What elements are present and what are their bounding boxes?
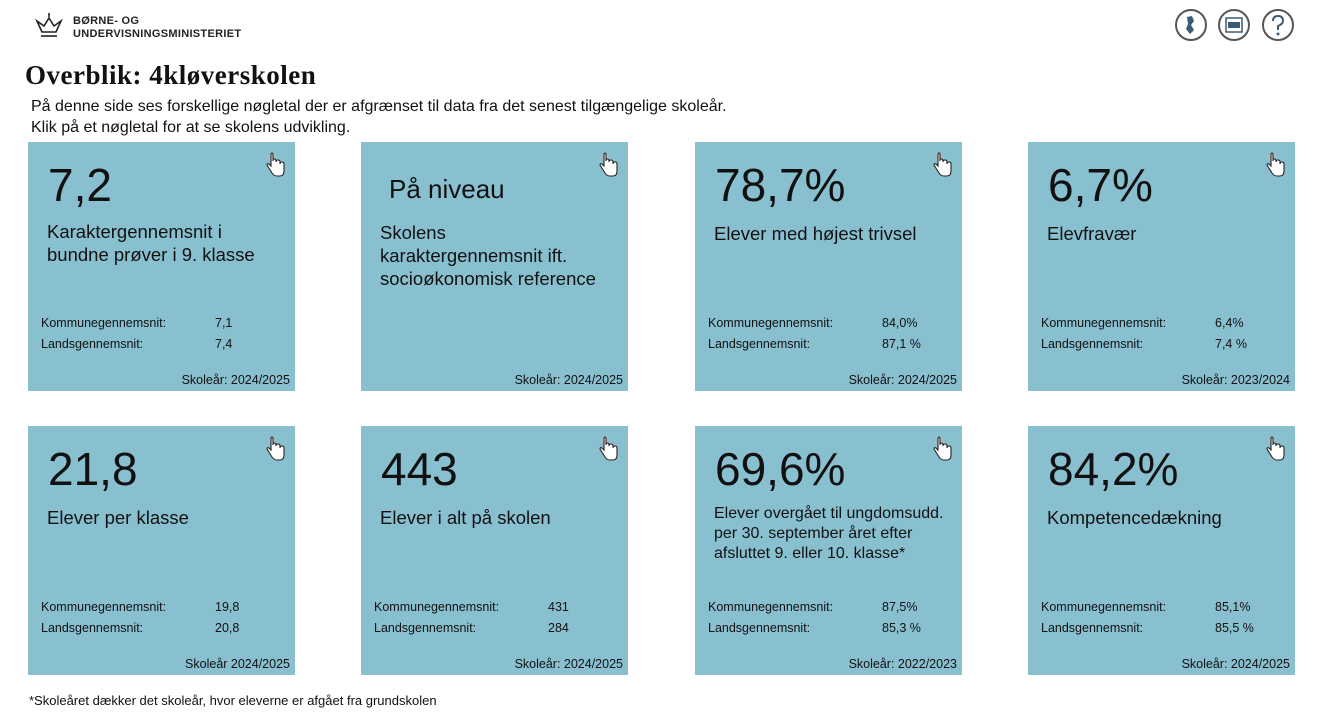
stat-value: 84,0% [882,316,918,330]
stat-label: Landsgennemsnit: [1041,621,1144,635]
stat-value: 6,4% [1215,316,1244,330]
stat-label: Landsgennemsnit: [41,337,144,351]
kpi-label-line: Karaktergennemsnit i [47,221,222,242]
stat-label: Kommunegennemsnit: [41,316,167,330]
kpi-label-line: bundne prøver i 9. klasse [47,244,255,265]
stat-label: Landsgennemsnit: [374,621,477,635]
kpi-label: Kompetencedækning [1047,506,1222,529]
stat-value: 85,1% [1215,600,1251,614]
stat-label: Landsgennemsnit: [41,621,144,635]
click-icon [598,436,620,467]
logo-line: BØRNE- OG [73,15,140,27]
school-year: Skoleår: 2024/2025 [1181,657,1290,671]
kpi-label-line: Kompetencedækning [1047,507,1222,528]
kpi-value: 78,7% [715,159,846,211]
map-button[interactable] [1174,8,1208,42]
logo-line: UNDERVISNINGSMINISTERIET [73,28,242,40]
kpi-value: 7,2 [48,159,112,211]
footnote: *Skoleåret dækker det skoleår, hvor elev… [29,693,437,708]
stat-value: 431 [548,600,569,614]
stat-label: Landsgennemsnit: [1041,337,1144,351]
kpi-card[interactable]: 7,2 Karaktergennemsnit i bundne prøver i 9… [28,142,295,391]
stat-label: Landsgennemsnit: [708,621,811,635]
stat-value: 87,5% [882,600,918,614]
click-icon [265,436,287,467]
kpi-value: 21,8 [48,443,138,495]
school-year: Skoleår 2024/2025 [185,657,290,671]
kpi-card[interactable]: 21,8 Elever per klasse Kommunegennemsnit: 1… [28,426,295,675]
click-icon [598,152,620,183]
help-button[interactable] [1261,8,1295,42]
school-year: Skoleår: 2024/2025 [848,373,957,387]
kpi-label: Elever med højest trivsel [714,222,917,245]
stat-value: 85,3 % [882,621,921,635]
page-title: Overblik: 4kløverskolen [25,60,317,90]
kpi-label: Elever per klasse [47,506,189,529]
click-icon [265,152,287,183]
description-line: Klik på et nøgletal for at se skolens ud… [31,119,351,136]
kpi-card[interactable]: På niveau Skolens karaktergennemsnit ift. s… [361,142,628,391]
school-year: Skoleår: 2024/2025 [514,373,623,387]
kpi-label-line: socioøkonomisk reference [380,268,596,289]
stat-label: Kommunegennemsnit: [1041,316,1167,330]
kpi-card[interactable]: 443 Elever i alt på skolen Kommunegennemsn… [361,426,628,675]
description: På denne side ses forskellige nøgletal d… [31,96,727,138]
stat-label: Kommunegennemsnit: [708,600,834,614]
stat-label: Landsgennemsnit: [708,337,811,351]
stat-label: Kommunegennemsnit: [374,600,500,614]
kpi-card[interactable]: 84,2% Kompetencedækning Kommunegennemsnit:… [1028,426,1295,675]
kpi-label: Elever overgået til ungdomsudd. per 30. s… [714,504,943,564]
kpi-label-line: per 30. september året efter [714,525,913,542]
pdf-button[interactable] [1217,8,1251,42]
kpi-value: 6,7% [1048,159,1153,211]
kpi-label-line: Elever per klasse [47,507,189,528]
stat-value: 85,5 % [1215,621,1254,635]
school-year: Skoleår: 2024/2025 [514,657,623,671]
stat-value: 20,8 [215,621,240,635]
kpi-label: Skolens karaktergennemsnit ift. socioøkono… [380,221,596,290]
kpi-label-line: afsluttet 9. eller 10. klasse* [714,545,906,562]
school-year: Skoleår: 2023/2024 [1181,373,1290,387]
stat-label: Kommunegennemsnit: [41,600,167,614]
description-line: På denne side ses forskellige nøgletal d… [31,98,727,115]
stat-value: 284 [548,621,569,635]
kpi-label-line: Elever med højest trivsel [714,223,917,244]
kpi-label-line: Skolens [380,222,446,243]
school-year: Skoleår: 2022/2023 [848,657,957,671]
kpi-value: 443 [381,443,458,495]
kpi-label-line: Elever overgået til ungdomsudd. [714,505,944,522]
click-icon [932,436,954,467]
kpi-label: Elevfravær [1047,222,1136,245]
click-icon [1265,436,1287,467]
stat-value: 87,1 % [882,337,921,351]
kpi-card[interactable]: 78,7% Elever med højest trivsel Kommunegen… [695,142,962,391]
click-icon [932,152,954,183]
logo-text: BØRNE- OG UNDERVISNINGSMINISTERIET [73,15,241,41]
stat-value: 19,8 [215,600,240,614]
logo-crown [35,13,63,37]
kpi-value: 84,2% [1048,443,1179,495]
stat-label: Kommunegennemsnit: [708,316,834,330]
click-icon [1265,152,1287,183]
kpi-card[interactable]: 6,7% Elevfravær Kommunegennemsnit: 6,4% Land… [1028,142,1295,391]
stat-value: 7,4 [215,337,233,351]
kpi-label: Elever i alt på skolen [380,506,551,529]
kpi-value: På niveau [389,174,505,204]
school-year: Skoleår: 2024/2025 [181,373,290,387]
kpi-card[interactable]: 69,6% Elever overgået til ungdomsudd. per … [695,426,962,675]
stat-label: Kommunegennemsnit: [1041,600,1167,614]
kpi-value: 69,6% [715,443,846,495]
kpi-label: Karaktergennemsnit i bundne prøver i 9. k… [47,220,255,266]
stat-value: 7,1 [215,316,233,330]
kpi-label-line: karaktergennemsnit ift. [380,245,568,266]
stat-value: 7,4 % [1215,337,1247,351]
kpi-label-line: Elever i alt på skolen [380,507,551,528]
kpi-label-line: Elevfravær [1047,223,1137,244]
